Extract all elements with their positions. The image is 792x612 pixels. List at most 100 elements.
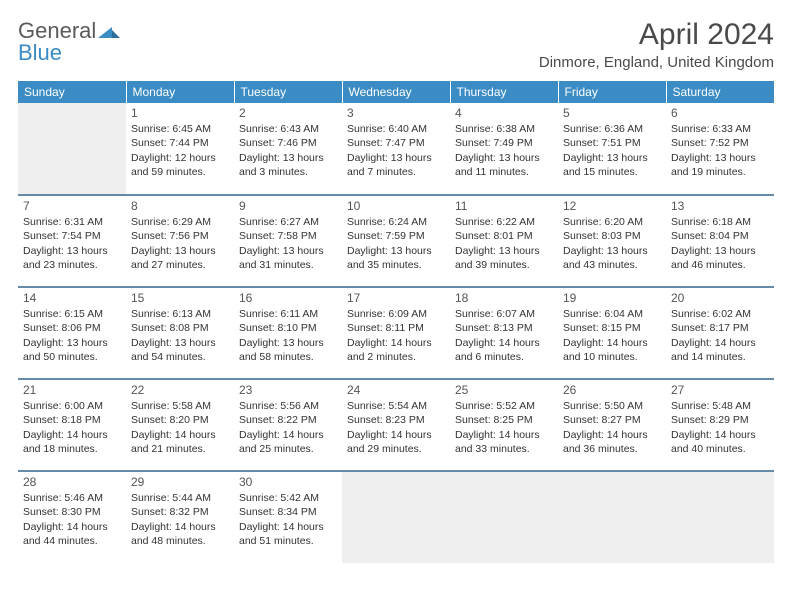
day-sunrise: Sunrise: 5:42 AM [239, 491, 337, 505]
day-daylight2: and 6 minutes. [455, 350, 553, 364]
day-daylight1: Daylight: 14 hours [23, 520, 121, 534]
day-daylight2: and 51 minutes. [239, 534, 337, 548]
day-daylight1: Daylight: 13 hours [23, 244, 121, 258]
calendar-day-cell: 28Sunrise: 5:46 AMSunset: 8:30 PMDayligh… [18, 471, 126, 563]
day-sunset: Sunset: 7:56 PM [131, 229, 229, 243]
day-sunset: Sunset: 7:51 PM [563, 136, 661, 150]
day-daylight2: and 36 minutes. [563, 442, 661, 456]
calendar-day-cell: 3Sunrise: 6:40 AMSunset: 7:47 PMDaylight… [342, 103, 450, 195]
day-sunset: Sunset: 8:03 PM [563, 229, 661, 243]
brand-logo: General Blue [18, 18, 120, 66]
day-sunset: Sunset: 7:52 PM [671, 136, 769, 150]
day-sunrise: Sunrise: 6:36 AM [563, 122, 661, 136]
day-daylight1: Daylight: 13 hours [455, 151, 553, 165]
day-daylight1: Daylight: 14 hours [239, 520, 337, 534]
day-daylight2: and 46 minutes. [671, 258, 769, 272]
day-daylight1: Daylight: 14 hours [347, 336, 445, 350]
day-sunset: Sunset: 8:25 PM [455, 413, 553, 427]
calendar-day-cell: 7Sunrise: 6:31 AMSunset: 7:54 PMDaylight… [18, 195, 126, 287]
day-daylight1: Daylight: 14 hours [671, 336, 769, 350]
day-daylight1: Daylight: 13 hours [131, 244, 229, 258]
day-sunset: Sunset: 8:23 PM [347, 413, 445, 427]
day-sunset: Sunset: 8:30 PM [23, 505, 121, 519]
day-daylight2: and 29 minutes. [347, 442, 445, 456]
day-sunset: Sunset: 8:04 PM [671, 229, 769, 243]
day-daylight1: Daylight: 13 hours [455, 244, 553, 258]
calendar-day-cell: 2Sunrise: 6:43 AMSunset: 7:46 PMDaylight… [234, 103, 342, 195]
day-number: 8 [131, 198, 229, 214]
day-sunrise: Sunrise: 5:54 AM [347, 399, 445, 413]
day-daylight2: and 31 minutes. [239, 258, 337, 272]
calendar-day-cell: 24Sunrise: 5:54 AMSunset: 8:23 PMDayligh… [342, 379, 450, 471]
day-sunrise: Sunrise: 6:15 AM [23, 307, 121, 321]
calendar-table: SundayMondayTuesdayWednesdayThursdayFrid… [18, 81, 774, 563]
day-number: 26 [563, 382, 661, 398]
day-sunrise: Sunrise: 5:56 AM [239, 399, 337, 413]
day-number: 17 [347, 290, 445, 306]
day-daylight1: Daylight: 13 hours [239, 151, 337, 165]
day-daylight1: Daylight: 13 hours [131, 336, 229, 350]
location-subtitle: Dinmore, England, United Kingdom [539, 54, 774, 71]
day-number: 30 [239, 474, 337, 490]
calendar-day-cell: 13Sunrise: 6:18 AMSunset: 8:04 PMDayligh… [666, 195, 774, 287]
calendar-week-row: 28Sunrise: 5:46 AMSunset: 8:30 PMDayligh… [18, 471, 774, 563]
day-sunrise: Sunrise: 6:18 AM [671, 215, 769, 229]
day-sunrise: Sunrise: 6:40 AM [347, 122, 445, 136]
calendar-week-row: 1Sunrise: 6:45 AMSunset: 7:44 PMDaylight… [18, 103, 774, 195]
day-daylight1: Daylight: 13 hours [239, 336, 337, 350]
day-sunset: Sunset: 7:49 PM [455, 136, 553, 150]
calendar-day-cell: 12Sunrise: 6:20 AMSunset: 8:03 PMDayligh… [558, 195, 666, 287]
day-number: 10 [347, 198, 445, 214]
weekday-header: Thursday [450, 81, 558, 103]
day-sunrise: Sunrise: 6:11 AM [239, 307, 337, 321]
day-number: 27 [671, 382, 769, 398]
calendar-day-cell: 15Sunrise: 6:13 AMSunset: 8:08 PMDayligh… [126, 287, 234, 379]
day-daylight2: and 40 minutes. [671, 442, 769, 456]
day-sunset: Sunset: 8:11 PM [347, 321, 445, 335]
day-sunrise: Sunrise: 6:13 AM [131, 307, 229, 321]
day-number: 2 [239, 105, 337, 121]
calendar-day-cell: 18Sunrise: 6:07 AMSunset: 8:13 PMDayligh… [450, 287, 558, 379]
day-sunrise: Sunrise: 5:50 AM [563, 399, 661, 413]
day-sunrise: Sunrise: 6:33 AM [671, 122, 769, 136]
day-sunset: Sunset: 8:18 PM [23, 413, 121, 427]
page-header: General Blue April 2024 Dinmore, England… [18, 18, 774, 71]
calendar-day-cell: 4Sunrise: 6:38 AMSunset: 7:49 PMDaylight… [450, 103, 558, 195]
day-sunset: Sunset: 8:32 PM [131, 505, 229, 519]
day-number: 12 [563, 198, 661, 214]
day-sunset: Sunset: 7:46 PM [239, 136, 337, 150]
day-number: 19 [563, 290, 661, 306]
calendar-day-cell: 30Sunrise: 5:42 AMSunset: 8:34 PMDayligh… [234, 471, 342, 563]
day-daylight2: and 39 minutes. [455, 258, 553, 272]
day-daylight2: and 2 minutes. [347, 350, 445, 364]
calendar-day-cell: 22Sunrise: 5:58 AMSunset: 8:20 PMDayligh… [126, 379, 234, 471]
day-sunrise: Sunrise: 6:20 AM [563, 215, 661, 229]
day-daylight1: Daylight: 14 hours [347, 428, 445, 442]
day-sunrise: Sunrise: 5:52 AM [455, 399, 553, 413]
day-daylight2: and 19 minutes. [671, 165, 769, 179]
day-daylight2: and 43 minutes. [563, 258, 661, 272]
day-daylight2: and 10 minutes. [563, 350, 661, 364]
day-number: 24 [347, 382, 445, 398]
day-number: 14 [23, 290, 121, 306]
day-daylight2: and 48 minutes. [131, 534, 229, 548]
calendar-day-cell: 14Sunrise: 6:15 AMSunset: 8:06 PMDayligh… [18, 287, 126, 379]
day-sunrise: Sunrise: 6:31 AM [23, 215, 121, 229]
calendar-day-cell: 20Sunrise: 6:02 AMSunset: 8:17 PMDayligh… [666, 287, 774, 379]
day-sunrise: Sunrise: 5:44 AM [131, 491, 229, 505]
day-sunset: Sunset: 8:10 PM [239, 321, 337, 335]
month-title: April 2024 [539, 18, 774, 52]
calendar-week-row: 7Sunrise: 6:31 AMSunset: 7:54 PMDaylight… [18, 195, 774, 287]
day-number: 4 [455, 105, 553, 121]
calendar-week-row: 14Sunrise: 6:15 AMSunset: 8:06 PMDayligh… [18, 287, 774, 379]
day-sunrise: Sunrise: 5:58 AM [131, 399, 229, 413]
weekday-header: Monday [126, 81, 234, 103]
calendar-day-cell: 27Sunrise: 5:48 AMSunset: 8:29 PMDayligh… [666, 379, 774, 471]
day-sunrise: Sunrise: 6:29 AM [131, 215, 229, 229]
day-daylight2: and 50 minutes. [23, 350, 121, 364]
calendar-day-cell: 8Sunrise: 6:29 AMSunset: 7:56 PMDaylight… [126, 195, 234, 287]
day-daylight2: and 14 minutes. [671, 350, 769, 364]
day-number: 28 [23, 474, 121, 490]
day-number: 15 [131, 290, 229, 306]
day-daylight1: Daylight: 13 hours [563, 151, 661, 165]
